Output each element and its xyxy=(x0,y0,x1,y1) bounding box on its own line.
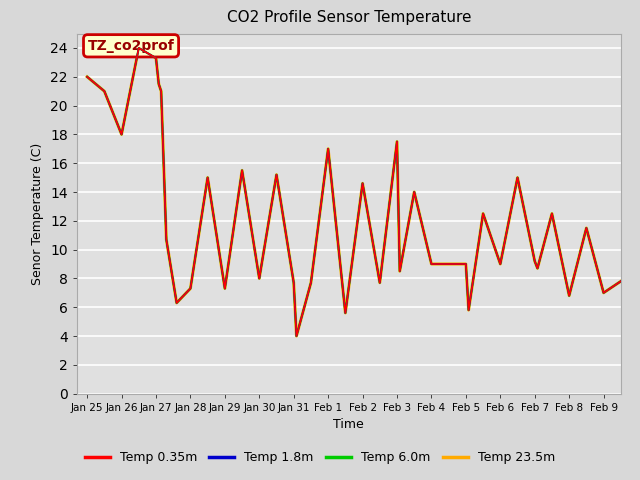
Title: CO2 Profile Sensor Temperature: CO2 Profile Sensor Temperature xyxy=(227,11,471,25)
Y-axis label: Senor Temperature (C): Senor Temperature (C) xyxy=(31,143,44,285)
X-axis label: Time: Time xyxy=(333,418,364,431)
Text: TZ_co2prof: TZ_co2prof xyxy=(88,39,175,53)
Legend: Temp 0.35m, Temp 1.8m, Temp 6.0m, Temp 23.5m: Temp 0.35m, Temp 1.8m, Temp 6.0m, Temp 2… xyxy=(79,446,561,469)
